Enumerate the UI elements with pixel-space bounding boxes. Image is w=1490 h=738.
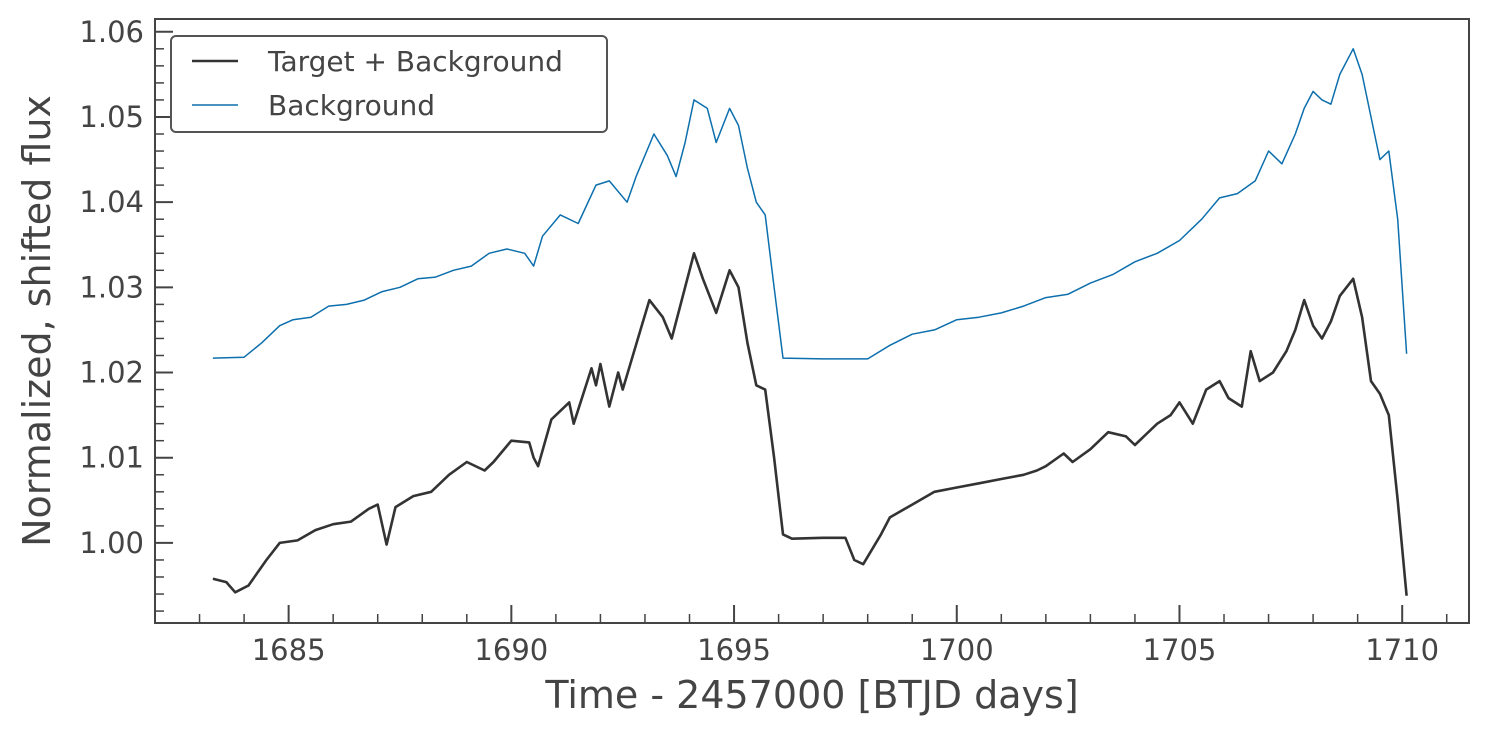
x-tick-label: 1705 <box>1143 633 1217 667</box>
y-tick-label: 1.03 <box>79 270 144 304</box>
legend-label-background: Background <box>268 89 435 122</box>
x-tick-label: 1700 <box>920 633 994 667</box>
y-tick-label: 1.00 <box>79 526 144 560</box>
x-axis-label: Time - 2457000 [BTJD days] <box>544 673 1078 717</box>
series-layer <box>212 48 1408 596</box>
legend: Target + Background Background <box>170 35 608 133</box>
x-tick-label: 1710 <box>1365 633 1439 667</box>
series-line-background <box>212 48 1408 360</box>
axis-layer: 1685 1690 1695 1700 1705 1710 1.00 1.01 1.02 1.03… <box>79 15 1448 667</box>
x-tick-label: 1685 <box>252 633 326 667</box>
x-tick-label: 1690 <box>474 633 548 667</box>
x-tick-label: 1695 <box>697 633 771 667</box>
legend-frame <box>170 35 608 133</box>
y-tick-label: 1.05 <box>79 100 144 134</box>
y-tick-label: 1.02 <box>79 356 144 390</box>
y-tick-label: 1.06 <box>79 15 144 49</box>
legend-label-target-background: Target + Background <box>267 45 563 78</box>
y-tick-label: 1.04 <box>79 185 144 219</box>
series-line-target-background <box>212 252 1408 596</box>
y-axis-label: Normalized, shifted flux <box>15 95 59 547</box>
y-tick-label: 1.01 <box>79 441 144 475</box>
